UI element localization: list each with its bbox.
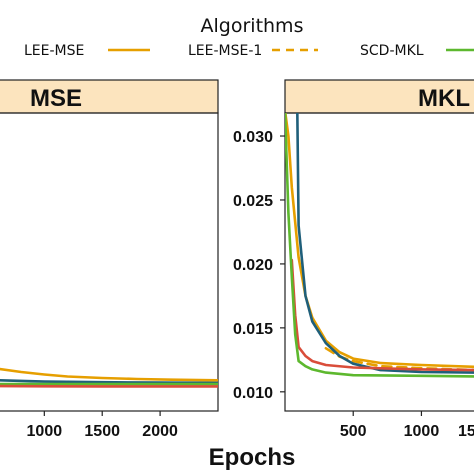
x-tick-label: 1500 bbox=[84, 423, 120, 440]
series-line bbox=[0, 367, 218, 382]
series-group bbox=[0, 367, 218, 388]
y-tick-label: 0.015 bbox=[233, 321, 273, 338]
x-tick-label: 2000 bbox=[142, 423, 178, 440]
y-tick-label: 0.010 bbox=[233, 385, 273, 402]
x-axis-label: Epochs bbox=[209, 444, 296, 471]
chart-panels: MSE 1000 1500 2000 MKL 500 1000 15 0.010 0.015 0.0… bbox=[0, 79, 474, 440]
y-tick-label: 0.025 bbox=[233, 193, 273, 210]
x-tick-label: 1000 bbox=[404, 423, 440, 440]
panel-mse: MSE 1000 1500 2000 bbox=[0, 79, 219, 440]
x-tick-label: 1000 bbox=[27, 423, 63, 440]
series-line bbox=[0, 379, 218, 385]
legend-label: LEE-MSE-1 bbox=[188, 43, 262, 59]
y-tick-label: 0.020 bbox=[233, 257, 273, 274]
strip-background bbox=[0, 79, 219, 114]
plot-frame bbox=[0, 112, 219, 412]
panel-mkl: MKL 500 1000 15 0.010 0.015 0.020 0.025 0.030 bbox=[233, 79, 474, 440]
series-line bbox=[296, 113, 474, 374]
series-line bbox=[285, 113, 474, 378]
series-line bbox=[285, 113, 474, 369]
x-tick-label: 500 bbox=[340, 423, 367, 440]
legend-label: SCD-MKL bbox=[360, 43, 424, 59]
y-tick-label: 0.030 bbox=[233, 129, 273, 146]
x-tick-label: 15 bbox=[458, 423, 474, 440]
plot-frame bbox=[284, 112, 474, 412]
strip-label: MSE bbox=[30, 85, 82, 112]
series-line bbox=[290, 258, 474, 372]
strip-background bbox=[284, 79, 474, 114]
series-group bbox=[285, 113, 474, 378]
legend-label: LEE-MSE bbox=[24, 43, 84, 59]
legend: LEE-MSE LEE-MSE-1 SCD-MKL bbox=[24, 43, 474, 59]
strip-label: MKL bbox=[418, 85, 470, 112]
legend-title: Algorithms bbox=[201, 15, 304, 37]
